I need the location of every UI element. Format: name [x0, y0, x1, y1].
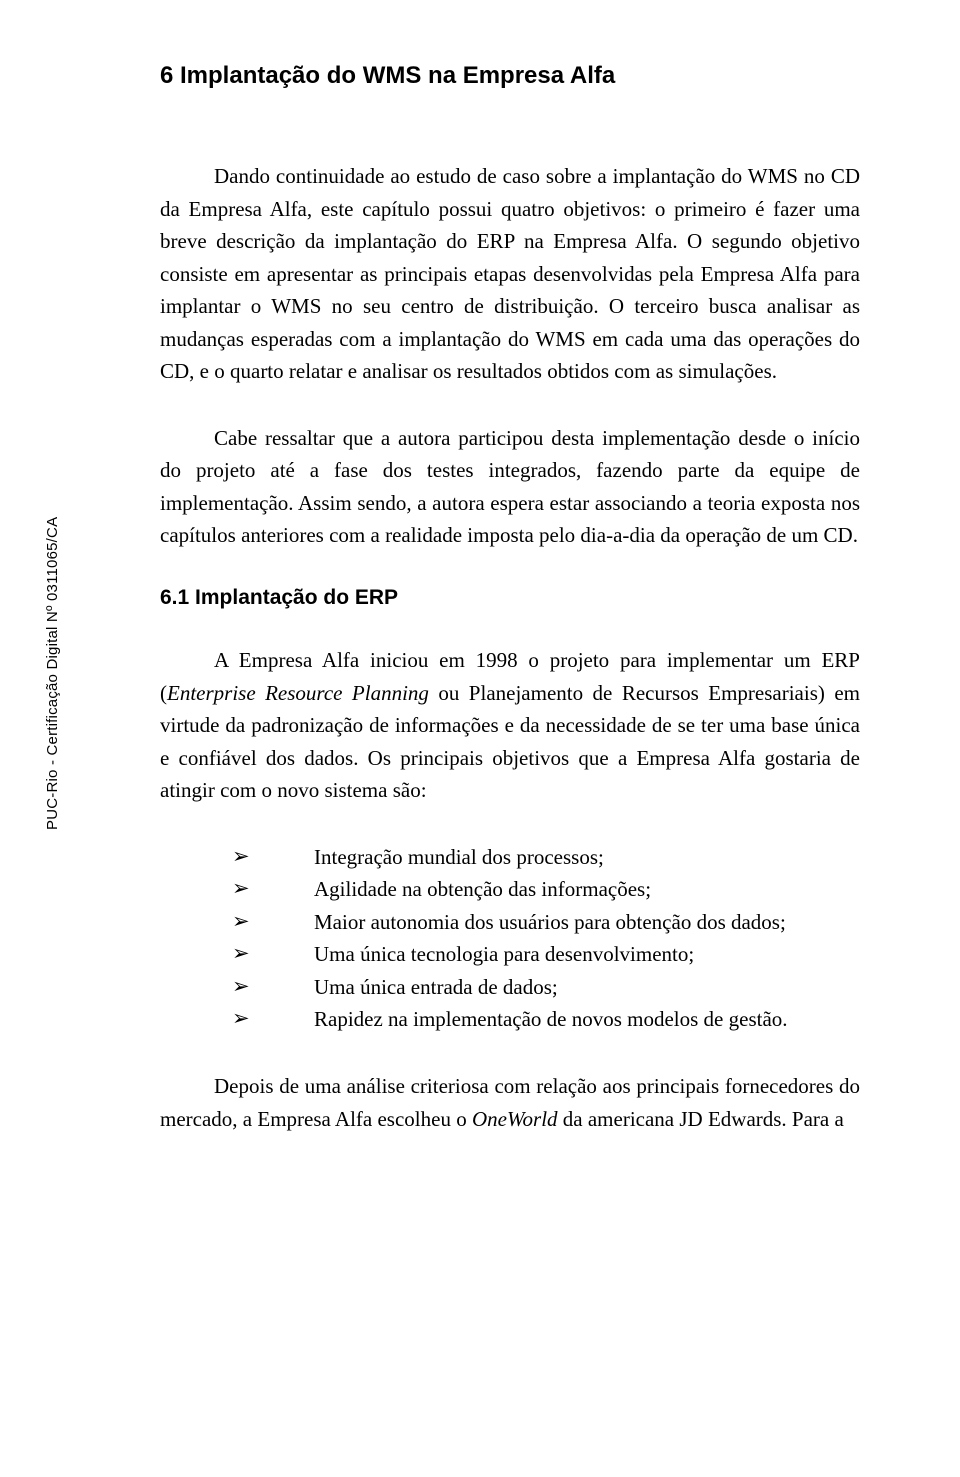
- document-title: 6 Implantação do WMS na Empresa Alfa: [160, 62, 860, 90]
- list-item: ➢ Integração mundial dos processos;: [160, 841, 860, 874]
- bullet-arrow-icon: ➢: [232, 1003, 314, 1036]
- para4-post: da americana JD Edwards. Para a: [558, 1107, 844, 1131]
- list-item-text: Uma única entrada de dados;: [314, 971, 860, 1004]
- section-heading-6-1: 6.1 Implantação do ERP: [160, 586, 860, 610]
- list-item-text: Uma única tecnologia para desenvolviment…: [314, 938, 860, 971]
- list-item: ➢ Uma única tecnologia para desenvolvime…: [160, 938, 860, 971]
- list-item-text: Integração mundial dos processos;: [314, 841, 860, 874]
- bullet-arrow-icon: ➢: [232, 938, 314, 971]
- list-item-text: Rapidez na implementação de novos modelo…: [314, 1003, 860, 1036]
- certification-side-label: PUC-Rio - Certificação Digital Nº 031106…: [44, 517, 61, 830]
- list-item: ➢ Rapidez na implementação de novos mode…: [160, 1003, 860, 1036]
- objectives-list: ➢ Integração mundial dos processos; ➢ Ag…: [160, 841, 860, 1036]
- bullet-arrow-icon: ➢: [232, 906, 314, 939]
- paragraph-intro: Dando continuidade ao estudo de caso sob…: [160, 160, 860, 388]
- list-item-text: Agilidade na obtenção das informações;: [314, 873, 860, 906]
- para4-italic-term: OneWorld: [472, 1107, 558, 1131]
- list-item: ➢ Uma única entrada de dados;: [160, 971, 860, 1004]
- list-item: ➢ Agilidade na obtenção das informações;: [160, 873, 860, 906]
- bullet-arrow-icon: ➢: [232, 873, 314, 906]
- bullet-arrow-icon: ➢: [232, 971, 314, 1004]
- document-page: 6 Implantação do WMS na Empresa Alfa Dan…: [0, 0, 960, 1209]
- paragraph-vendor-choice: Depois de uma análise criteriosa com rel…: [160, 1070, 860, 1135]
- list-item: ➢ Maior autonomia dos usuários para obte…: [160, 906, 860, 939]
- paragraph-author-note: Cabe ressaltar que a autora participou d…: [160, 422, 860, 552]
- bullet-arrow-icon: ➢: [232, 841, 314, 874]
- list-item-text: Maior autonomia dos usuários para obtenç…: [314, 906, 860, 939]
- paragraph-erp-intro: A Empresa Alfa iniciou em 1998 o projeto…: [160, 644, 860, 807]
- para3-italic-term: Enterprise Resource Planning: [167, 681, 429, 705]
